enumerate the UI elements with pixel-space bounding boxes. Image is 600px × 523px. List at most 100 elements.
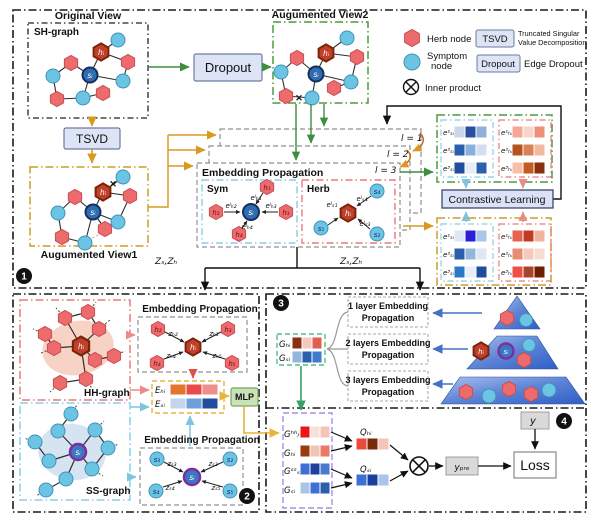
l3-label: l = 3: [375, 166, 397, 176]
symptom-center-label: sᵢ: [87, 71, 93, 80]
top-blue-label-3: e³ₛᵢ: [443, 165, 455, 173]
ss-node-s4: s₄: [153, 488, 160, 496]
hh-zlabel-4: zₕ₅: [211, 352, 221, 360]
layer1-line1: 1 layer Embedding: [348, 301, 428, 311]
svg-text:3 layers Embedding: 3 layers Embedding: [345, 375, 430, 385]
pyramid-arrows: [432, 308, 482, 389]
g3-s-label: Gₛᵢ: [279, 354, 291, 364]
aug1-symptom-center-label: sᵢ: [90, 208, 96, 217]
legend-symptom-label2: node: [431, 61, 452, 72]
ss-ep-box: [139, 447, 244, 506]
badge-2: 2: [239, 488, 255, 504]
hh-node-h4: h₄: [153, 360, 160, 368]
sym-center-label: sᵢ: [248, 208, 254, 217]
sym-elabel-4: eˡₕ₄: [241, 223, 252, 231]
herb-node-s3: s₃: [374, 231, 381, 239]
top-red-label-3: e³ₕᵢ: [501, 165, 513, 173]
y-label: y: [529, 416, 537, 427]
top-red-label-2: e²ₕᵢ: [501, 147, 513, 155]
herb-star: s₄ s₁ s₃ hᵢ eˡₛ₄ eˡₛ₁ eˡₛ₃: [313, 183, 385, 242]
hh-ep-star: h₂ h₃ h₄ h₅ hᵢ zₕ₂ zₕ₃ zₕ₄ zₕ₅: [149, 320, 240, 372]
bot-blue-heatmap: [453, 229, 488, 279]
svg-text:Propagation: Propagation: [362, 350, 415, 360]
legend-symptom-icon: [403, 53, 421, 71]
iter-arrow-2: [399, 149, 412, 168]
layer2-line1: 2 layers Embedding: [345, 338, 430, 348]
loss-block: [513, 451, 557, 479]
loss-label: Loss: [520, 457, 550, 473]
sym-box: [201, 179, 298, 244]
pyramid-symptom-center: [497, 342, 515, 360]
bot-blue-label-1: e¹ₛᵢ: [443, 233, 455, 241]
inner-product-icon: [409, 456, 429, 476]
sym-star: h₁ h₂ h₃ h₄ sᵢ eˡₕ₁ eˡₕ₂ eˡₕ₃ eˡₕ₄: [208, 178, 294, 243]
g4-s-label: Gₛᵢ: [284, 486, 296, 496]
ss-node-s5: s₅: [227, 488, 234, 496]
iter-arrow-1: [412, 132, 425, 152]
herb-elabel-3: eˡₛ₃: [360, 220, 371, 228]
bot-blue-label-3: e³ₛᵢ: [443, 269, 455, 277]
l1-label: l = 1: [401, 134, 423, 144]
bot-red-label-2: e²ₕᵢ: [501, 251, 513, 259]
sym-node-h2: h₂: [212, 209, 219, 217]
hh-node-h2: h₂: [154, 326, 161, 334]
aug2-herb-center-label: hᵢ: [323, 49, 330, 58]
ss-graph-label: SS-graph: [86, 486, 130, 497]
section3-4-frame: [265, 293, 587, 513]
badge-1: 1: [16, 268, 32, 284]
contrastive-learning-label: Contrastive Learning: [449, 194, 546, 206]
g4-ss-label: Gˢˢₛᵢ: [284, 467, 302, 477]
section-frames: [12, 9, 587, 513]
svg-text:Propagation: Propagation: [362, 313, 415, 323]
q-s-label: Qₛᵢ: [360, 465, 372, 475]
top-red-heatmap: [511, 125, 546, 175]
aug1-pink-dashed-edge: [87, 230, 107, 241]
hh-ep-title: Embedding Propagation: [142, 304, 258, 315]
legend-tsvd-label: TSVD: [482, 34, 507, 45]
e-s-label: Eₛᵢ: [155, 400, 166, 410]
z-output-lines: [200, 247, 425, 291]
aug1-title: Augumented View1: [41, 249, 138, 261]
z-label-left: Zₛ,Zₕ: [154, 257, 178, 267]
ss-center-label: sᵢ: [75, 448, 81, 457]
layer3-line1: 3 layers Embedding: [345, 375, 430, 385]
connector-cl-to-stack: [382, 105, 562, 200]
sym-node-h4: h₄: [235, 231, 242, 239]
e-h-label: Eₕᵢ: [155, 386, 166, 396]
layer2-line2: Propagation: [362, 350, 415, 360]
legend-herb-label: Herb node: [427, 34, 471, 45]
ss-node-s2: s₂: [227, 456, 234, 464]
top-blue-heatmap: [453, 125, 488, 175]
aug1-herb-center-label: hᵢ: [100, 188, 107, 197]
sh-graph-label: SH-graph: [34, 27, 79, 38]
stack-title: Embedding Propagation: [202, 167, 323, 179]
bot-blue-label-2: e²ₛᵢ: [443, 251, 455, 259]
pyramid-h-label: hᵢ: [478, 348, 484, 356]
hh-graph: hᵢ HH-graph: [19, 299, 131, 401]
aug1-to-stack-arrows: [148, 130, 217, 208]
top-red-label-1: e¹ₕᵢ: [501, 129, 513, 137]
q-rows: Qₕᵢ Qₛᵢ: [355, 428, 390, 487]
bot-red-label-3: e³ₕᵢ: [501, 269, 513, 277]
bot-red-label-1: e¹ₕᵢ: [501, 233, 513, 241]
section1-frame: [12, 9, 587, 289]
aug1-graph: hᵢ sᵢ ✕: [50, 169, 138, 251]
sym-node-h3: h₃: [282, 209, 289, 217]
svg-text:1 layer Embedding: 1 layer Embedding: [348, 301, 428, 311]
layer-brace: [326, 311, 349, 387]
aug2-symptom-center-label: sᵢ: [313, 70, 319, 79]
original-view-title: Original View: [55, 10, 122, 22]
aug2-to-stack-arrows: [291, 104, 329, 161]
herb-elabel-1: eˡₛ₄: [357, 195, 368, 203]
badge-3: 3: [273, 295, 289, 311]
sym-elabel-2: eˡₕ₂: [225, 202, 236, 210]
badge-4: 4: [556, 413, 572, 429]
arrow-mlp-to-g: [243, 406, 280, 438]
e-heatmaps: [169, 383, 219, 410]
legend-tsvd-desc2: Value Decomposition: [518, 38, 586, 47]
bot-red-heatmap: [511, 229, 546, 279]
layer1-line2: Propagation: [362, 313, 415, 323]
svg-text:2 layers Embedding: 2 layers Embedding: [345, 338, 430, 348]
